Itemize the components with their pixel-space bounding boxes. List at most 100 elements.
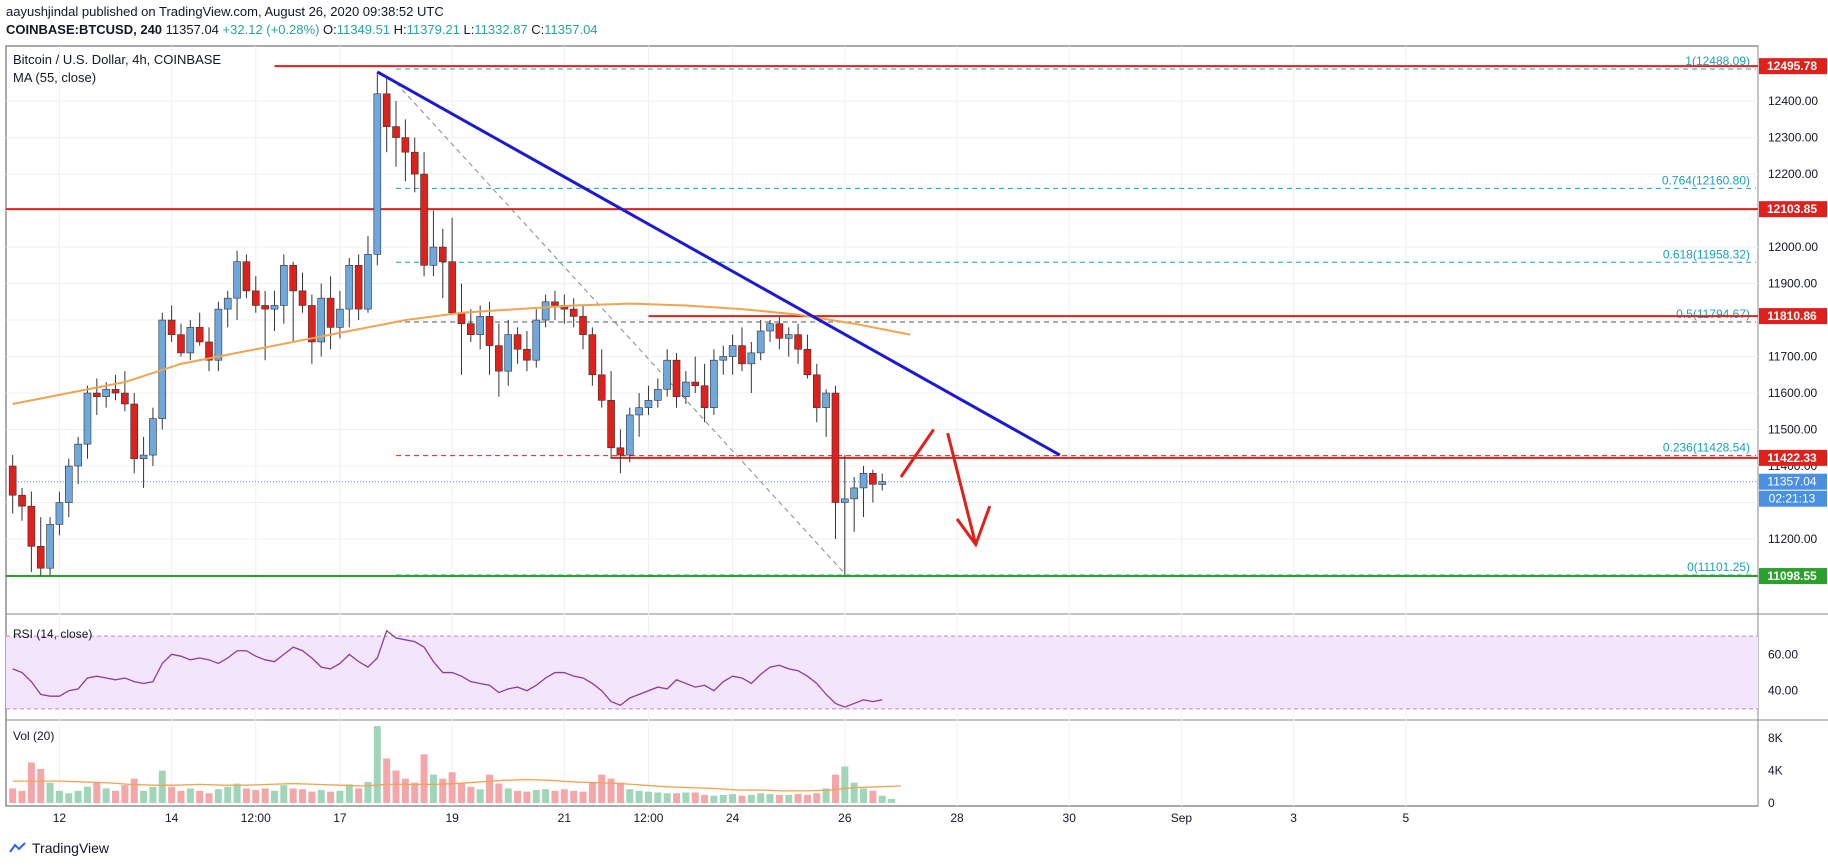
volume-bar [261,788,269,803]
candle-body [485,316,494,346]
y-tick-label: 12400.00 [1768,94,1818,108]
level-price-tag [1759,449,1827,466]
fib-diagonal [395,82,846,575]
candle-body [251,290,260,306]
candle-body [382,93,391,127]
volume-bar [888,798,896,803]
volume-bar [83,786,91,803]
volume-bar [93,782,101,803]
candle-body [541,301,550,321]
volume-bar [280,785,288,803]
projection-up-arrow [899,428,935,478]
volume-bar [9,788,17,803]
candle-body [691,381,700,387]
x-tick-label: 17 [333,811,347,825]
volume-bar [467,786,475,803]
volume-bar [841,766,849,803]
level-price-label: 11810.86 [1767,309,1817,323]
candle-body [775,323,784,339]
volume-bar [27,762,35,803]
candle-body [149,418,157,456]
fib-level-label: 0.5(11794.67) [1676,307,1750,321]
x-tick-label: 24 [726,811,740,825]
candle-body [457,312,466,325]
low-value: 11332.87 [474,22,528,37]
volume-bar [514,790,522,803]
candle-body [8,465,17,496]
candle-body [121,392,129,405]
projection-down-arrow [946,432,978,545]
candle-body [495,345,503,372]
fib-level-label: 0.764(12160.80) [1662,173,1750,187]
ma-55-line [12,302,911,405]
candle-body [130,403,139,460]
y-tick-label: 12000.00 [1768,240,1818,254]
candle-body [64,465,73,503]
candle-body [373,93,382,255]
volume-bar [785,794,793,803]
level-price-label: 12103.85 [1767,202,1817,216]
volume-pane[interactable] [9,726,901,803]
countdown-tag [1759,490,1827,507]
candle-body [551,301,559,306]
volume-bar [710,795,718,803]
level-price-label: 12495.78 [1767,59,1817,73]
candle-body [588,334,597,376]
tradingview-logo-icon [9,842,26,853]
volume-bar [383,758,391,803]
volume-bar [635,790,643,803]
candle-body [308,305,316,343]
volume-bar [486,774,494,803]
candle-body [36,546,45,569]
volume-bar [542,789,550,803]
fib-level-label: 1(12488.09) [1685,54,1750,68]
volume-bar [869,790,877,803]
x-tick-label: 12:00 [633,811,663,825]
fib-level-label: 0(11101.25) [1687,560,1750,574]
volume-bar [168,786,176,803]
volume-bar [242,788,250,803]
candle-body [420,173,428,266]
candle-body [46,524,54,569]
volume-bar [439,778,447,803]
volume-bar [598,774,606,803]
volume-bar [457,782,465,803]
candle-body [410,151,419,175]
level-price-tag [1759,58,1827,75]
candle-body [177,334,185,354]
volume-bar [682,792,690,803]
volume-bar [37,768,45,803]
open-value: 11349.51 [336,22,391,37]
volume-bar [644,791,652,803]
volume-bar [299,789,307,803]
close-label: C: [531,22,545,37]
candle-body [27,505,36,547]
candle-body [869,473,877,485]
x-tick-label: Sep [1171,811,1193,825]
candle-body [354,265,363,310]
low-label: L: [463,22,475,37]
volume-bar [55,790,63,803]
candle-body [429,246,438,266]
volume-bar [327,791,335,803]
rsi-tick-label: 40.00 [1768,684,1798,698]
rsi-line [12,629,883,708]
price-pane[interactable]: 1(12488.09) 0.764(12160.80) 0.618(11958.32… [6,54,1758,578]
volume-bar [420,754,428,803]
rsi-pane[interactable] [6,629,1758,710]
candle-body [719,356,728,361]
high-label: H: [393,22,407,37]
x-tick-label: 12:00 [241,811,271,825]
volume-bar [308,791,316,803]
change-label: +32.12 (+0.28%) [222,22,320,37]
fib-level-label: 0.618(11958.32) [1663,247,1750,261]
candle-body [280,265,288,306]
y-tick-label: 12300.00 [1768,131,1818,145]
volume-bar [476,789,484,803]
candle-body [55,502,64,525]
candle-body [625,414,634,456]
candle-body [859,473,868,489]
volume-bar [663,793,671,803]
candle-body [878,481,887,485]
